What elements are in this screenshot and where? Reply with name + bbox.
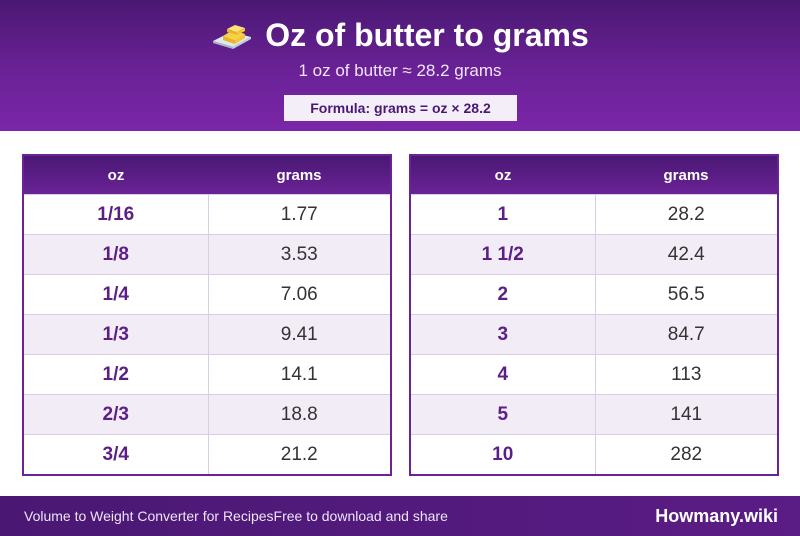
formula-badge: Formula: grams = oz × 28.2 bbox=[284, 95, 517, 121]
grams-cell: 113 bbox=[595, 354, 777, 395]
table-row: 1 1/2 42.4 bbox=[411, 234, 777, 275]
table-row: 4 113 bbox=[411, 354, 777, 395]
oz-cell: 5 bbox=[411, 394, 596, 435]
oz-cell: 3 bbox=[411, 314, 596, 355]
table-header-row: oz grams bbox=[24, 156, 390, 195]
page-title: Oz of butter to grams bbox=[0, 13, 800, 57]
table-row: 1/16 1.77 bbox=[24, 194, 390, 235]
conversion-table-left: oz grams 1/16 1.77 1/8 3.53 1/4 7.06 1/3… bbox=[22, 154, 392, 476]
table-header-row: oz grams bbox=[411, 156, 777, 195]
table-row: 1/8 3.53 bbox=[24, 234, 390, 275]
table-row: 1/2 14.1 bbox=[24, 354, 390, 395]
grams-cell: 7.06 bbox=[208, 274, 390, 315]
oz-cell: 1/3 bbox=[24, 314, 209, 355]
grams-cell: 9.41 bbox=[208, 314, 390, 355]
grams-cell: 3.53 bbox=[208, 234, 390, 275]
column-header-grams: grams bbox=[208, 156, 390, 195]
table-row: 1/4 7.06 bbox=[24, 274, 390, 315]
oz-cell: 1/4 bbox=[24, 274, 209, 315]
table-row: 3/4 21.2 bbox=[24, 434, 390, 474]
footer-bar: Volume to Weight Converter for RecipesFr… bbox=[0, 496, 800, 536]
oz-cell: 1/2 bbox=[24, 354, 209, 395]
table-row: 3 84.7 bbox=[411, 314, 777, 355]
grams-cell: 56.5 bbox=[595, 274, 777, 315]
table-row: 2 56.5 bbox=[411, 274, 777, 315]
title-text: Oz of butter to grams bbox=[265, 17, 589, 53]
grams-cell: 42.4 bbox=[595, 234, 777, 275]
butter-icon bbox=[213, 25, 252, 49]
subtitle: 1 oz of butter ≈ 28.2 grams bbox=[298, 61, 502, 80]
oz-cell: 2/3 bbox=[24, 394, 209, 435]
grams-cell: 141 bbox=[595, 394, 777, 435]
table-row: 10 282 bbox=[411, 434, 777, 474]
column-header-grams: grams bbox=[595, 156, 777, 195]
table-row: 2/3 18.8 bbox=[24, 394, 390, 435]
grams-cell: 28.2 bbox=[595, 194, 777, 235]
oz-cell: 10 bbox=[411, 434, 596, 474]
oz-cell: 1/16 bbox=[24, 194, 209, 235]
footer-text-share: Free to download and share bbox=[273, 508, 448, 524]
header-banner: Oz of butter to grams 1 oz of butter ≈ 2… bbox=[0, 0, 800, 131]
table-row: 5 141 bbox=[411, 394, 777, 435]
grams-cell: 1.77 bbox=[208, 194, 390, 235]
brand-logo[interactable]: Howmany.wiki bbox=[655, 506, 778, 526]
oz-cell: 1 bbox=[411, 194, 596, 235]
grams-cell: 14.1 bbox=[208, 354, 390, 395]
oz-cell: 1 1/2 bbox=[411, 234, 596, 275]
table-row: 1 28.2 bbox=[411, 194, 777, 235]
footer-text-converter: Volume to Weight Converter for Recipes bbox=[24, 508, 274, 524]
conversion-table-right: oz grams 1 28.2 1 1/2 42.4 2 56.5 3 84.7 bbox=[409, 154, 779, 476]
footer-description: Volume to Weight Converter for RecipesFr… bbox=[24, 496, 448, 536]
oz-cell: 3/4 bbox=[24, 434, 209, 474]
grams-cell: 21.2 bbox=[208, 434, 390, 474]
grams-cell: 282 bbox=[595, 434, 777, 474]
grams-cell: 18.8 bbox=[208, 394, 390, 435]
column-header-oz: oz bbox=[411, 156, 595, 195]
table-row: 1/3 9.41 bbox=[24, 314, 390, 355]
oz-cell: 2 bbox=[411, 274, 596, 315]
column-header-oz: oz bbox=[24, 156, 208, 195]
grams-cell: 84.7 bbox=[595, 314, 777, 355]
oz-cell: 1/8 bbox=[24, 234, 209, 275]
oz-cell: 4 bbox=[411, 354, 596, 395]
